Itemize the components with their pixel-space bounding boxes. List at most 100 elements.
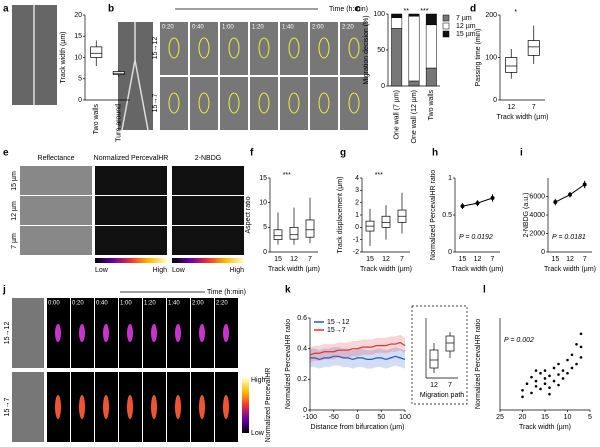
time-label: 0:20	[162, 25, 174, 31]
x-tick-label: 5	[588, 414, 592, 421]
time-label: 0:40	[192, 25, 204, 31]
bar-segment	[425, 67, 437, 87]
cell	[198, 92, 210, 114]
annotation: *	[514, 9, 517, 16]
legend-label: 15→7	[327, 327, 346, 334]
cell	[79, 395, 85, 419]
row-label: 15→7	[152, 94, 159, 113]
cell	[223, 395, 229, 419]
y-tick-label: 2000	[529, 230, 545, 237]
point	[539, 371, 542, 375]
panel-letter: e	[3, 148, 9, 159]
x-tick-label: 12	[382, 256, 390, 263]
point	[561, 377, 565, 380]
y-tick-label: 10	[74, 54, 82, 61]
micrograph	[220, 77, 248, 130]
point	[525, 382, 529, 386]
box	[505, 57, 518, 73]
point	[553, 200, 558, 205]
y-tick-label: 0	[448, 249, 452, 256]
y-tick-label: 10	[259, 200, 267, 207]
cell	[318, 92, 330, 114]
micrograph	[310, 77, 338, 130]
time-label: 1:00	[120, 301, 132, 307]
bar-segment	[391, 17, 403, 29]
cell	[348, 92, 360, 114]
row-label: 7 µm	[11, 233, 18, 249]
colorbar	[95, 258, 167, 263]
point	[557, 362, 560, 366]
colorbar	[242, 378, 249, 433]
y-tick-label: -1	[353, 237, 359, 244]
time-axis-label: Time (h:min)	[207, 289, 246, 296]
cell	[348, 37, 360, 59]
box	[90, 46, 103, 58]
x-tick-label: 7	[400, 256, 404, 263]
x-tick-label: Two walls	[428, 90, 435, 121]
y-tick-label: 4	[355, 175, 359, 182]
y-tick-label: 50	[377, 47, 385, 54]
colorbar-label: High	[153, 267, 168, 274]
bar-segment	[408, 13, 420, 17]
panel-letter: i	[520, 148, 523, 159]
micrograph	[172, 226, 244, 255]
x-tick-label: 7	[532, 104, 536, 111]
box	[273, 229, 283, 241]
point	[582, 182, 587, 187]
y-tick-label: 15	[259, 175, 267, 182]
column-label: 2-NBDG	[195, 155, 221, 162]
colorbar-label: High	[230, 267, 245, 274]
annotation: ***	[283, 172, 291, 179]
point	[534, 379, 538, 383]
micrograph	[250, 77, 278, 130]
point	[552, 366, 556, 370]
point	[543, 369, 547, 372]
bar-segment	[425, 24, 437, 69]
point	[579, 345, 583, 349]
y-tick-label: 0	[303, 407, 307, 414]
point	[543, 382, 547, 386]
bar-segment	[391, 13, 403, 18]
y-tick-label: 100	[373, 11, 385, 18]
time-axis-label: Time (h:min)	[329, 6, 368, 13]
point	[460, 204, 465, 209]
cell	[288, 37, 300, 59]
box	[429, 349, 439, 369]
point	[539, 387, 542, 391]
time-label: 2:00	[312, 25, 324, 31]
line	[310, 355, 406, 361]
point	[534, 369, 538, 372]
point	[557, 373, 560, 376]
row-label: 12 µm	[11, 201, 18, 221]
x-tick-label: 15	[541, 414, 549, 421]
time-label: 0:20	[72, 301, 84, 307]
y-tick-label: 0	[263, 249, 267, 256]
colorbar-label: Low	[95, 267, 109, 274]
y-axis-label: Normalized PercevalHR ratio	[285, 319, 292, 409]
point	[570, 366, 574, 370]
row-label: 15→7	[4, 398, 11, 417]
point	[552, 379, 556, 383]
cell	[168, 37, 180, 59]
y-tick-label: 0.6	[297, 315, 307, 322]
column-label: Normalized PercevalHR	[94, 155, 169, 162]
bar-segment	[425, 13, 437, 26]
cell	[151, 395, 157, 419]
time-label: 1:00	[222, 25, 234, 31]
box	[381, 215, 391, 228]
colorbar	[172, 258, 244, 263]
legend-swatch	[442, 30, 450, 38]
x-tick-label: 15	[459, 256, 467, 263]
micrograph	[20, 196, 92, 225]
annotation: **	[403, 8, 409, 15]
time-label: 2:20	[342, 25, 354, 31]
annotation: P = 0.0192	[459, 234, 493, 241]
y-tick-label: 5	[78, 76, 82, 83]
x-tick-label: 10	[564, 414, 572, 421]
box	[289, 226, 299, 240]
box	[305, 219, 315, 238]
point	[570, 353, 574, 357]
legend-label: 12 µm	[456, 23, 476, 30]
point	[575, 342, 578, 346]
annotation: ***	[420, 8, 428, 15]
